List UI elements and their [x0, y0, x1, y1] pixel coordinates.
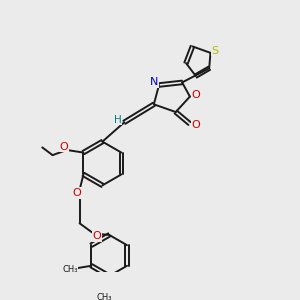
- Text: S: S: [212, 46, 219, 56]
- Text: O: O: [92, 231, 101, 241]
- Text: CH₃: CH₃: [62, 265, 78, 274]
- Text: O: O: [191, 90, 200, 100]
- Text: O: O: [192, 120, 200, 130]
- Text: N: N: [150, 77, 158, 87]
- Text: O: O: [73, 188, 81, 198]
- Text: H: H: [114, 115, 122, 125]
- Text: CH₃: CH₃: [96, 293, 112, 300]
- Text: O: O: [60, 142, 68, 152]
